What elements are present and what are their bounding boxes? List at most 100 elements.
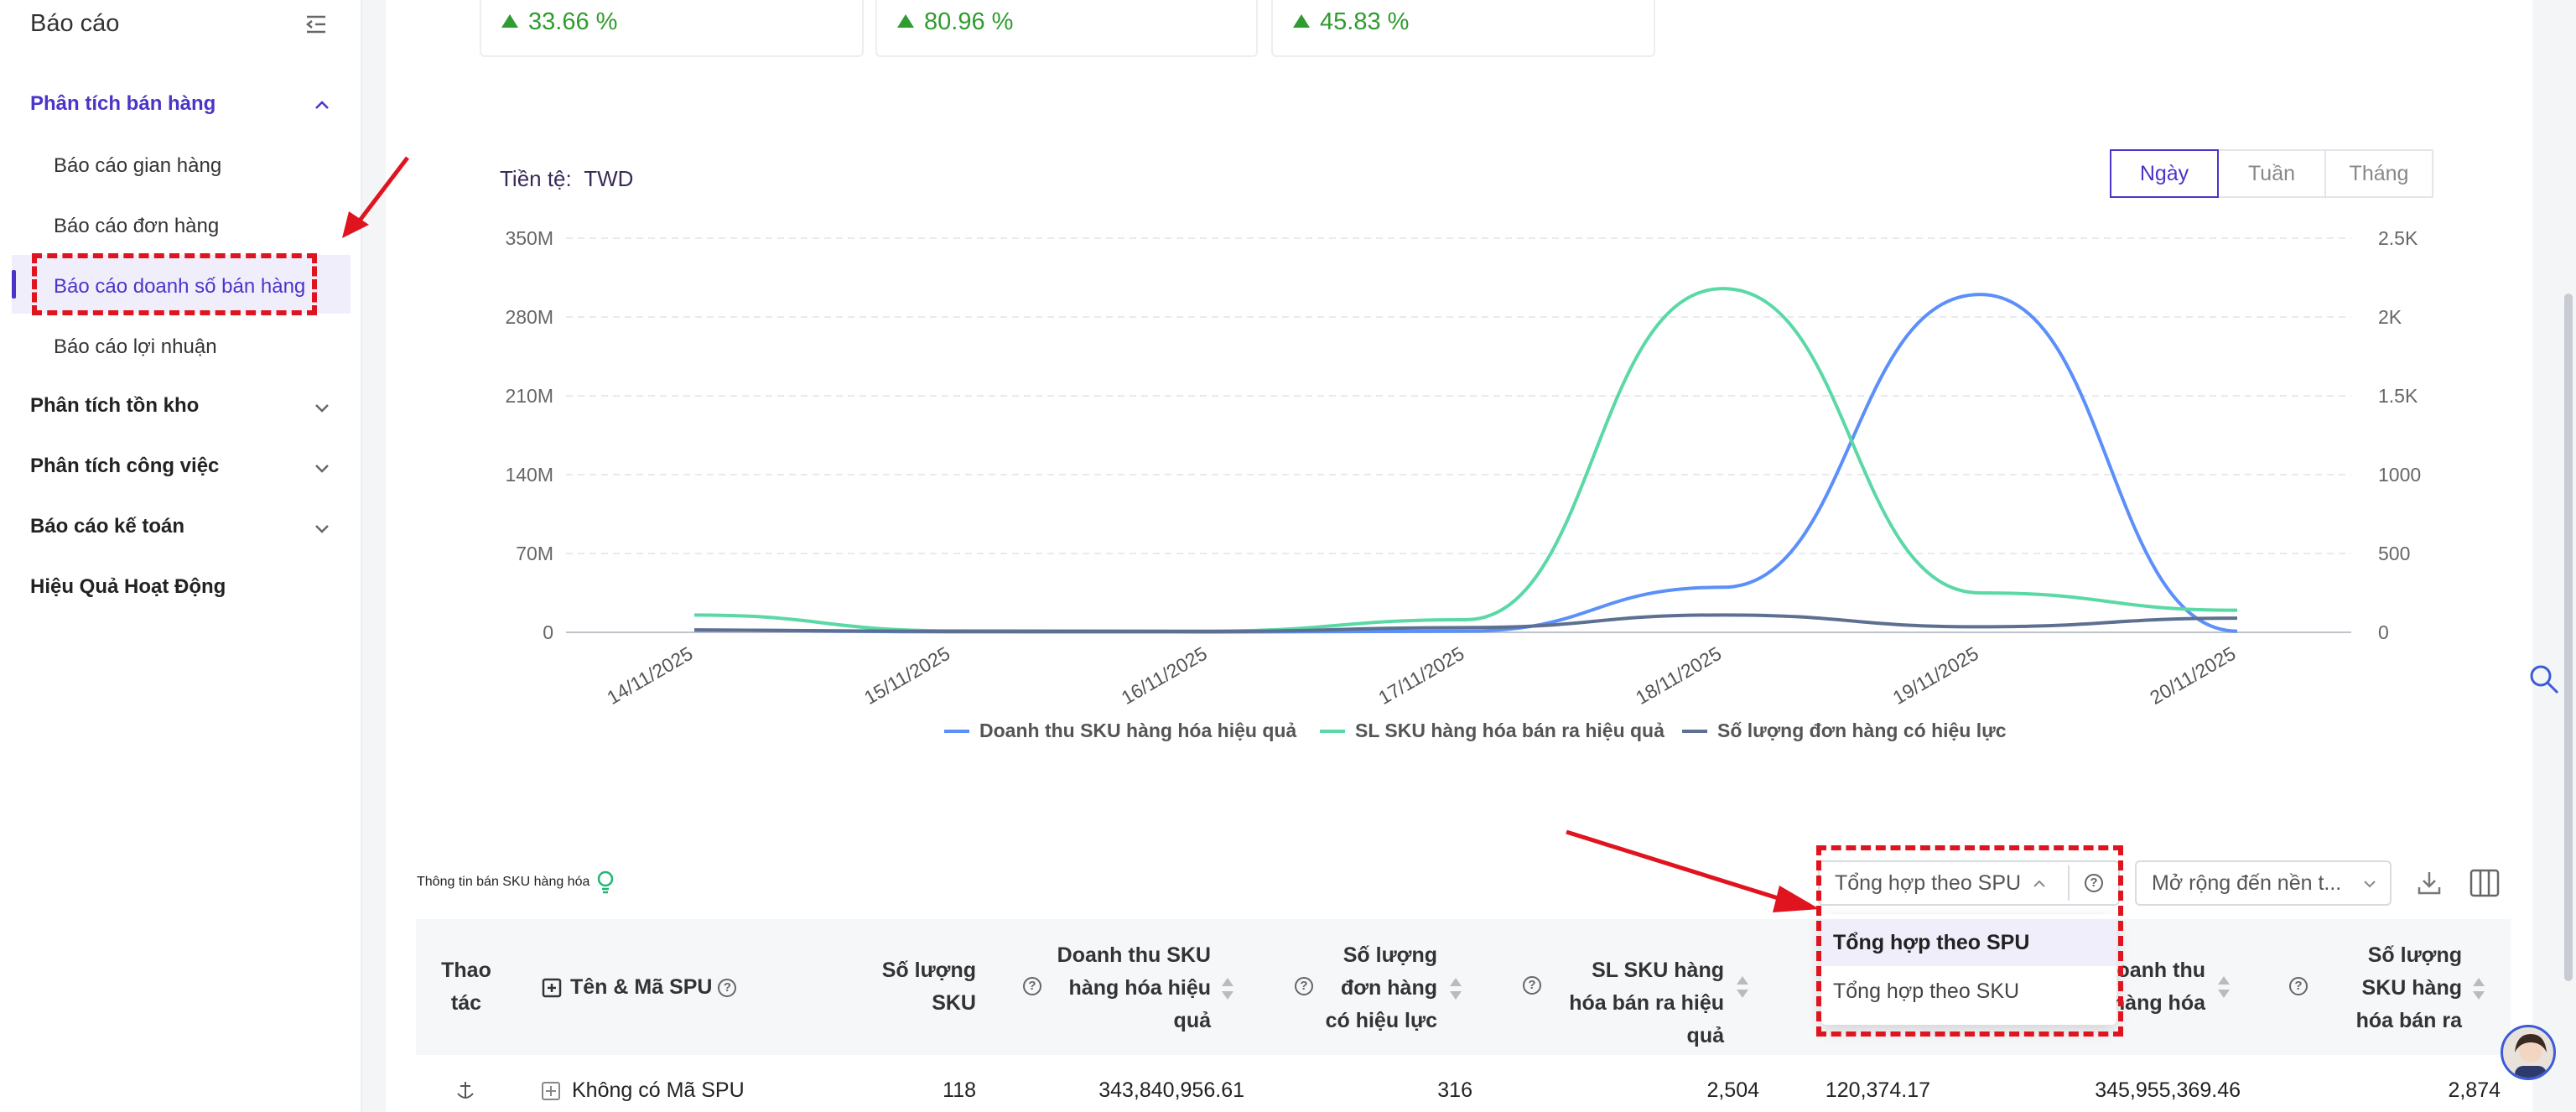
sidebar-item-store-report[interactable]: Báo cáo gian hàng	[54, 154, 222, 177]
highlight-box	[32, 253, 317, 315]
column-header-effective-revenue[interactable]: ? Doanh thu SKU hàng hóa hiệu quả	[1023, 939, 1233, 1037]
period-tab-week[interactable]: Tuần	[2217, 149, 2326, 198]
sidebar: Báo cáo Phân tích bán hàng Báo cáo gian …	[0, 0, 362, 1112]
assistant-avatar[interactable]	[2501, 1025, 2556, 1080]
download-icon[interactable]	[2415, 869, 2444, 897]
series-line	[693, 293, 2238, 634]
legend-swatch	[1320, 729, 1345, 733]
x-tick-label: 14/11/2025	[603, 642, 696, 704]
column-header-valid-orders[interactable]: ? Số lượng đơn hàng có hiệu lực	[1295, 939, 1462, 1037]
legend-swatch	[944, 729, 969, 733]
sidebar-group-operational-efficiency[interactable]: Hiệu Quả Hoạt Động	[30, 575, 226, 598]
series-line	[693, 287, 2238, 633]
chevron-down-icon[interactable]	[312, 518, 332, 538]
help-icon[interactable]: ?	[2085, 874, 2103, 892]
chevron-up-icon	[2033, 880, 2045, 887]
red-arrow-annotation	[1566, 829, 1820, 912]
column-header-sku-count: Số lượng SKU	[881, 959, 976, 1015]
period-toggle: Ngày Tuần Tháng	[2110, 149, 2433, 198]
table-cell-sku-sold-effective: 2,504	[1706, 1078, 1759, 1102]
y-tick-label-right: 500	[2378, 543, 2410, 564]
legend-item[interactable]: SL SKU hàng hóa bán ra hiệu quả	[1320, 720, 1665, 742]
chevron-down-icon[interactable]	[312, 458, 332, 478]
pin-icon[interactable]	[453, 1078, 478, 1104]
lightbulb-icon[interactable]	[596, 870, 615, 894]
sort-icon[interactable]	[2217, 974, 2231, 1000]
y-tick-label-right: 2K	[2378, 306, 2402, 328]
expand-all-icon[interactable]	[542, 978, 562, 998]
triangle-up-icon	[897, 14, 914, 28]
triangle-up-icon	[1293, 14, 1310, 28]
period-tab-day[interactable]: Ngày	[2110, 149, 2219, 198]
sort-icon[interactable]	[1736, 974, 1749, 1000]
help-icon[interactable]: ?	[1523, 976, 1541, 995]
expand-select[interactable]: Mở rộng đến nền t...	[2135, 860, 2392, 906]
column-header-spu-name[interactable]: Tên & Mã SPU ?	[542, 971, 737, 1004]
y-tick-label-right: 1000	[2378, 464, 2421, 486]
table-cell-sku-sold: 2,874	[2448, 1078, 2501, 1102]
table-header-row	[416, 919, 2511, 1055]
help-icon[interactable]: ?	[2289, 977, 2308, 995]
dropdown-option-spu[interactable]: Tổng hợp theo SPU	[1821, 919, 2116, 966]
sort-icon[interactable]	[1221, 976, 1234, 1001]
aggregate-dropdown-menu: Tổng hợp theo SPU Tổng hợp theo SKU	[1821, 914, 2116, 1025]
triangle-up-icon	[501, 14, 518, 28]
sidebar-item-order-report[interactable]: Báo cáo đơn hàng	[54, 215, 220, 237]
sidebar-item-sales-revenue-report[interactable]: Báo cáo doanh số bán hàng	[54, 275, 306, 298]
column-header-sku-sold[interactable]: ? Số lượng SKU hàng hóa bán ra	[2289, 939, 2485, 1037]
currency-value: TWD	[584, 166, 634, 191]
kpi-card: 80.96 %	[875, 0, 1258, 57]
y-tick-label-left: 0	[543, 621, 553, 643]
highlight-box	[1816, 845, 2123, 1037]
period-tab-month[interactable]: Tháng	[2324, 149, 2433, 198]
sidebar-title: Báo cáo	[30, 10, 120, 37]
help-icon[interactable]: ?	[718, 979, 737, 998]
sidebar-item-profit-report[interactable]: Báo cáo lợi nhuận	[54, 335, 217, 358]
legend-item[interactable]: Doanh thu SKU hàng hóa hiệu quả	[944, 720, 1296, 742]
y-tick-label-left: 140M	[505, 464, 553, 486]
x-tick-label: 17/11/2025	[1374, 642, 1467, 704]
active-indicator	[12, 270, 16, 299]
sidebar-item-selected-bg	[12, 255, 351, 314]
x-tick-label: 18/11/2025	[1632, 642, 1725, 704]
chevron-down-icon	[2364, 881, 2376, 888]
help-icon[interactable]: ?	[1023, 977, 1041, 995]
column-header-revenue[interactable]: oanh thu hàng hóa	[2088, 954, 2230, 1020]
dropdown-option-sku[interactable]: Tổng hợp theo SKU	[1833, 979, 2020, 1003]
search-icon[interactable]	[2527, 663, 2561, 696]
table-cell-hidden-col: 120,374.17	[1825, 1078, 1930, 1102]
column-header-sku-sold-effective[interactable]: ? SL SKU hàng hóa bán ra hiệu quả	[1523, 954, 1748, 1052]
table-cell-effective-revenue: 343,840,956.61	[1098, 1078, 1244, 1102]
kpi-card: 45.83 %	[1271, 0, 1655, 57]
expand-row-icon[interactable]	[542, 1082, 560, 1100]
y-tick-label-right: 2.5K	[2378, 227, 2418, 249]
collapse-sidebar-icon[interactable]	[304, 12, 329, 37]
divider	[2068, 865, 2070, 901]
kpi-card: 33.66 %	[480, 0, 864, 57]
scrollbar[interactable]	[2564, 294, 2573, 981]
sort-icon[interactable]	[2472, 976, 2485, 1001]
columns-icon[interactable]	[2469, 867, 2501, 899]
sidebar-group-accounting-report[interactable]: Báo cáo kế toán	[30, 515, 185, 538]
y-tick-label-right: 1.5K	[2378, 385, 2418, 407]
aggregate-select[interactable]: Tổng hợp theo SPU ?	[1818, 860, 2120, 906]
legend-item[interactable]: Số lượng đơn hàng có hiệu lực	[1682, 720, 2007, 742]
table-cell-revenue: 345,955,369.46	[2095, 1078, 2241, 1102]
y-tick-label-right: 0	[2378, 621, 2389, 643]
sidebar-group-sales-analysis[interactable]: Phân tích bán hàng	[30, 92, 216, 115]
sales-line-chart: 0 0 70M 500 140M 1000 210M 1.5K 280M 2K 350M 2.5K 14…	[505, 227, 2421, 704]
red-arrow-annotation	[342, 156, 409, 238]
table-cell-sku-count: 118	[943, 1078, 976, 1102]
chevron-down-icon[interactable]	[312, 398, 332, 418]
table-title: Thông tin bán SKU hàng hóa	[417, 870, 615, 894]
chevron-up-icon[interactable]	[312, 96, 332, 116]
sort-icon[interactable]	[1449, 976, 1462, 1001]
y-tick-label-left: 280M	[505, 306, 553, 328]
x-tick-label: 15/11/2025	[860, 642, 953, 704]
legend-swatch	[1682, 729, 1707, 733]
help-icon[interactable]: ?	[1295, 977, 1313, 995]
sidebar-group-work-analysis[interactable]: Phân tích công việc	[30, 455, 220, 477]
y-tick-label-left: 210M	[505, 385, 553, 407]
y-tick-label-left: 350M	[505, 227, 553, 249]
sidebar-group-inventory-analysis[interactable]: Phân tích tồn kho	[30, 394, 200, 417]
